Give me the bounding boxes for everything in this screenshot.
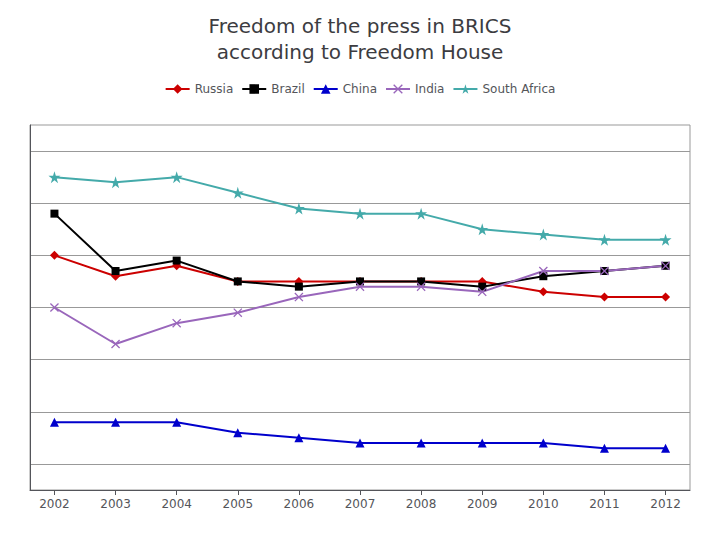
svg-text:Brazil: Brazil bbox=[271, 82, 305, 96]
svg-text:China: China bbox=[343, 82, 377, 96]
svg-text:2005: 2005 bbox=[223, 497, 254, 511]
svg-text:Russia: Russia bbox=[195, 82, 234, 96]
svg-text:2002: 2002 bbox=[39, 497, 70, 511]
svg-text:2012: 2012 bbox=[650, 497, 681, 511]
svg-text:South Africa: South Africa bbox=[482, 82, 555, 96]
svg-text:2003: 2003 bbox=[100, 497, 131, 511]
svg-text:India: India bbox=[415, 82, 444, 96]
svg-text:2007: 2007 bbox=[345, 497, 376, 511]
svg-text:2009: 2009 bbox=[467, 497, 498, 511]
svg-text:Freedom of the press in BRICS: Freedom of the press in BRICS bbox=[209, 14, 512, 38]
svg-text:2011: 2011 bbox=[589, 497, 620, 511]
svg-text:2010: 2010 bbox=[528, 497, 559, 511]
svg-text:according to Freedom House: according to Freedom House bbox=[217, 40, 504, 64]
svg-text:2008: 2008 bbox=[406, 497, 437, 511]
svg-text:2004: 2004 bbox=[161, 497, 192, 511]
svg-text:2006: 2006 bbox=[284, 497, 315, 511]
